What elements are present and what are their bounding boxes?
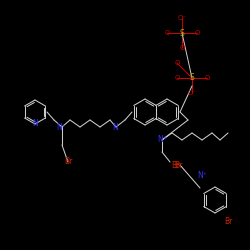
Text: N⁺: N⁺ <box>157 136 167 144</box>
Text: S: S <box>190 74 194 82</box>
Text: Br: Br <box>171 160 179 170</box>
Text: N⁺: N⁺ <box>197 170 207 179</box>
Text: O: O <box>174 60 180 66</box>
Text: N: N <box>32 120 38 128</box>
Text: N⁺: N⁺ <box>56 122 66 132</box>
Text: O: O <box>174 75 180 81</box>
Text: O⁻: O⁻ <box>178 15 186 21</box>
Text: O: O <box>179 45 185 51</box>
Text: O: O <box>194 30 200 36</box>
Text: Br: Br <box>224 218 232 226</box>
Text: Br: Br <box>174 160 182 170</box>
Text: O⁻: O⁻ <box>188 90 196 96</box>
Text: Br: Br <box>64 158 72 166</box>
Text: O: O <box>204 75 210 81</box>
Text: S: S <box>180 28 184 38</box>
Text: O: O <box>164 30 170 36</box>
Text: N: N <box>112 122 118 132</box>
